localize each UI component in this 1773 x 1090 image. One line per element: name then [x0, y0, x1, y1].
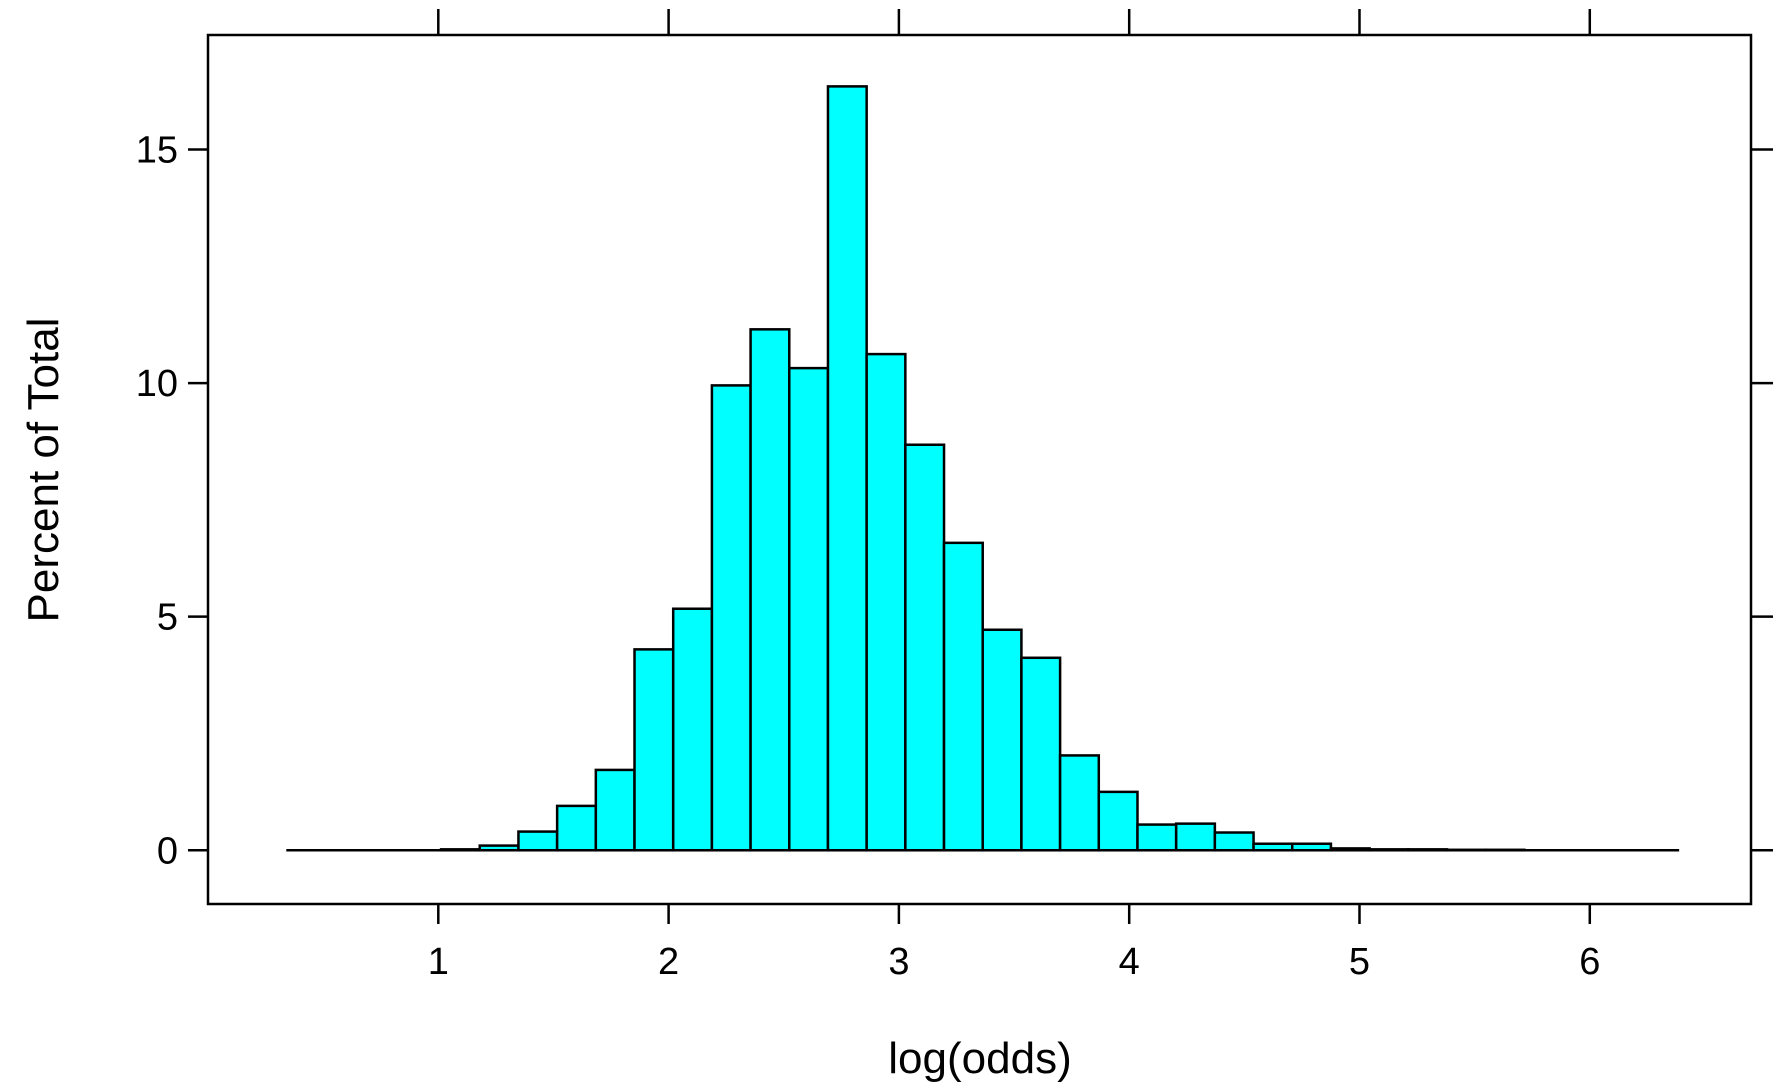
histogram-bar — [1213, 831, 1255, 852]
histogram-bar — [671, 607, 714, 852]
x-tick-label: 5 — [1349, 941, 1370, 983]
plot-frame — [206, 33, 1753, 906]
histogram-bar — [749, 328, 791, 852]
y-tick-label: 5 — [157, 597, 178, 639]
histogram-bar — [594, 768, 636, 852]
histogram-bar — [555, 804, 598, 852]
histogram-bar — [826, 85, 868, 852]
histogram-bar — [439, 848, 482, 852]
histogram-bar — [710, 384, 752, 852]
histogram-bar — [942, 541, 984, 852]
y-tick-label: 0 — [157, 830, 178, 872]
x-tick-label: 2 — [658, 941, 679, 983]
x-tick-label: 4 — [1119, 941, 1140, 983]
histogram-bar — [1174, 822, 1217, 852]
histogram-bar — [1329, 847, 1371, 852]
bars-layer — [286, 85, 1680, 852]
histogram-bar — [788, 366, 830, 852]
histogram-bar — [1368, 848, 1410, 852]
histogram-bar — [1136, 823, 1178, 852]
x-axis-title: log(odds) — [888, 1034, 1071, 1083]
x-tick-label: 6 — [1579, 941, 1600, 983]
y-axis-title: Percent of Total — [19, 318, 68, 623]
histogram-bar — [478, 844, 520, 852]
histogram-bar — [904, 443, 946, 852]
y-tick-label: 10 — [136, 363, 178, 405]
histogram-bar — [1058, 754, 1101, 852]
histogram-bar — [1290, 842, 1333, 852]
histogram-bar — [517, 830, 559, 852]
y-tick-label: 15 — [136, 129, 178, 171]
x-tick-label: 3 — [888, 941, 909, 983]
histogram-bar — [1407, 848, 1449, 852]
x-tick-label: 1 — [428, 941, 449, 983]
histogram-bar — [865, 352, 907, 852]
histogram-bar — [633, 648, 675, 852]
histogram-bar — [1020, 656, 1062, 852]
histogram-bar — [1252, 842, 1294, 852]
histogram-bar — [981, 628, 1023, 852]
ticks-layer: 1 2 3 4 5 6 0 5 10 15 — [136, 9, 1773, 983]
histogram-bar — [1097, 790, 1139, 852]
